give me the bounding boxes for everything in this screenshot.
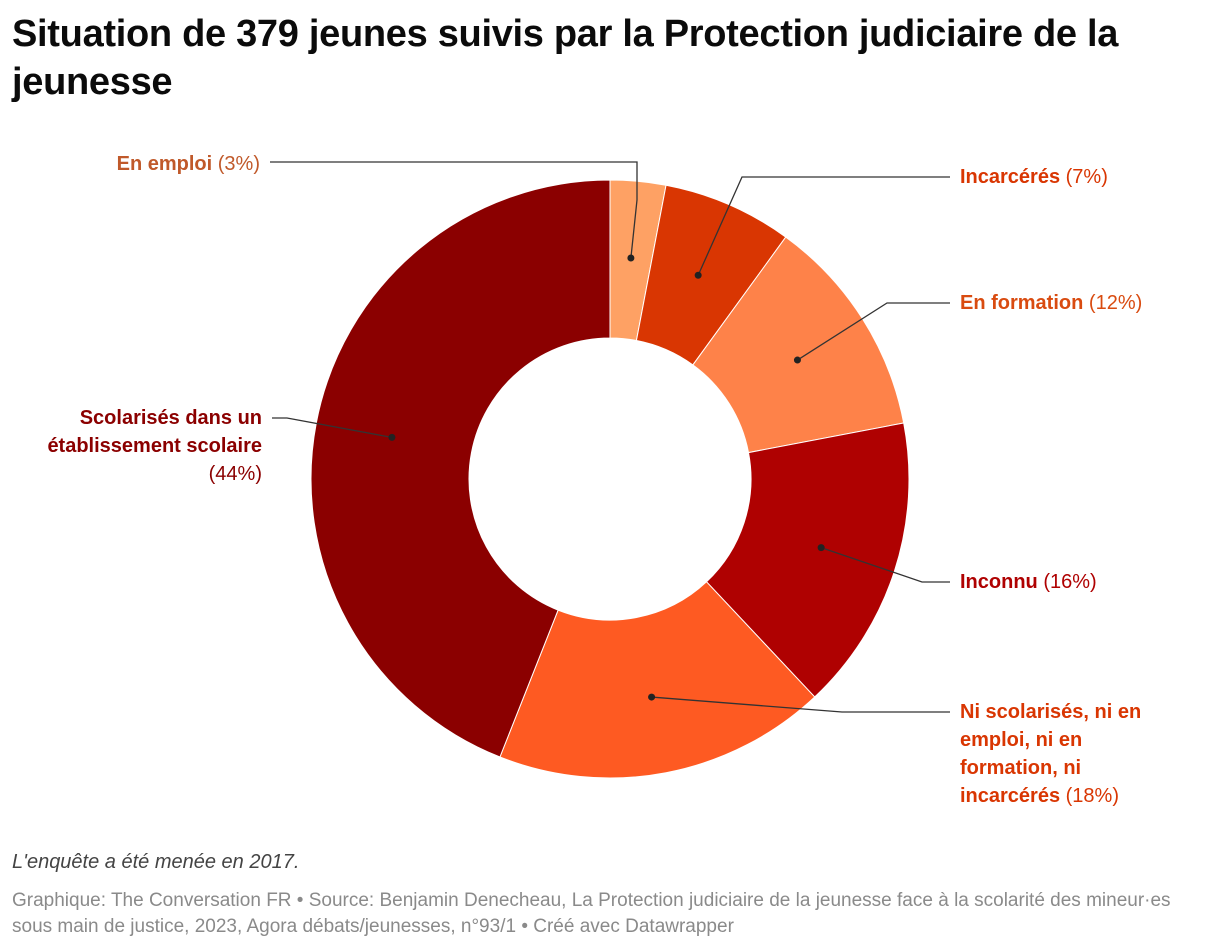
slice-en-formation [692,236,905,454]
leader-dot-scolarises [388,433,396,441]
slice-inconnu [705,422,910,698]
label-incarceres-name: Incarcérés [960,166,1061,188]
chart-title: Situation de 379 jeunes suivis par la Pr… [12,13,1119,103]
label-ni-scolarises-name: Ni scolarisés, ni en emploi, ni en forma… [960,701,1142,807]
slice-ni-scolarises [499,581,816,779]
leader-line-incarceres [697,176,950,276]
leader-line-scolarises [272,417,393,439]
label-inconnu-name: Inconnu [960,571,1038,593]
label-en-emploi-name: En emploi [116,153,213,175]
label-en-formation-pct: (12%) [1088,292,1143,314]
label-inconnu-pct: (16%) [1043,571,1097,593]
leader-line-en-emploi [270,161,638,259]
label-incarceres: Incarcérés (7%) [960,163,1210,191]
label-scolarises-pct: (44%) [208,463,262,485]
leader-dot-inconnu [817,544,825,552]
label-inconnu: Inconnu (16%) [960,568,1210,596]
label-scolarises: Scolarisés dans un établissement scolair… [0,404,262,488]
label-ni-scolarises-pct: (18%) [1065,785,1119,807]
leader-line-inconnu [820,546,950,583]
label-ni-scolarises: Ni scolarisés, ni en emploi, ni en forma… [960,698,1160,810]
leader-dot-incarceres [694,271,702,279]
label-scolarises-name: Scolarisés dans un établissement scolair… [47,407,262,457]
survey-note: L'enquête a été menée en 2017. [12,851,300,873]
leader-dot-ni-scolarises [648,693,656,701]
label-incarceres-pct: (7%) [1065,166,1108,188]
leader-dot-en-emploi [627,254,635,262]
slice-scolarises [310,179,611,758]
leader-line-en-formation [797,302,950,361]
label-en-emploi-pct: (3%) [217,153,260,175]
leader-line-ni-scolarises [651,696,950,713]
label-en-formation-name: En formation [960,292,1084,314]
leader-dot-en-formation [793,356,801,364]
label-en-formation: En formation (12%) [960,289,1210,317]
source-footer: Graphique: The Conversation FR • Source:… [12,890,1171,937]
label-en-emploi: En emploi (3%) [0,150,260,178]
